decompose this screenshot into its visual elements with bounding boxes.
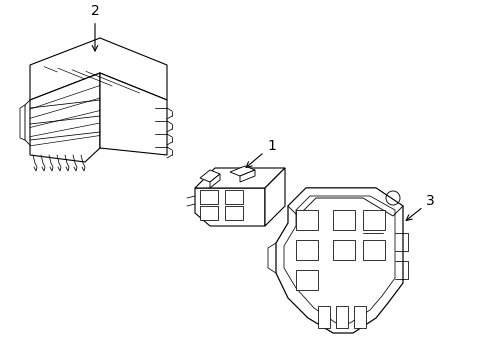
Polygon shape (275, 188, 402, 333)
Polygon shape (30, 38, 167, 100)
Polygon shape (195, 168, 285, 188)
Polygon shape (229, 166, 254, 176)
Polygon shape (295, 210, 317, 230)
Polygon shape (317, 306, 329, 328)
Polygon shape (295, 240, 317, 260)
Polygon shape (332, 210, 354, 230)
Polygon shape (295, 270, 317, 290)
Polygon shape (200, 206, 218, 220)
Polygon shape (30, 73, 100, 162)
Text: 2: 2 (90, 4, 99, 51)
Polygon shape (240, 170, 254, 182)
Polygon shape (264, 168, 285, 226)
Polygon shape (200, 170, 220, 182)
Polygon shape (224, 190, 243, 204)
Polygon shape (332, 240, 354, 260)
Text: 1: 1 (245, 139, 275, 167)
Polygon shape (200, 190, 218, 204)
Polygon shape (195, 188, 264, 226)
Polygon shape (287, 188, 402, 216)
Polygon shape (100, 73, 167, 155)
Polygon shape (224, 206, 243, 220)
Polygon shape (362, 240, 384, 260)
Polygon shape (362, 210, 384, 230)
Text: 3: 3 (406, 194, 434, 220)
Polygon shape (335, 306, 347, 328)
Polygon shape (353, 306, 365, 328)
Polygon shape (209, 174, 220, 188)
